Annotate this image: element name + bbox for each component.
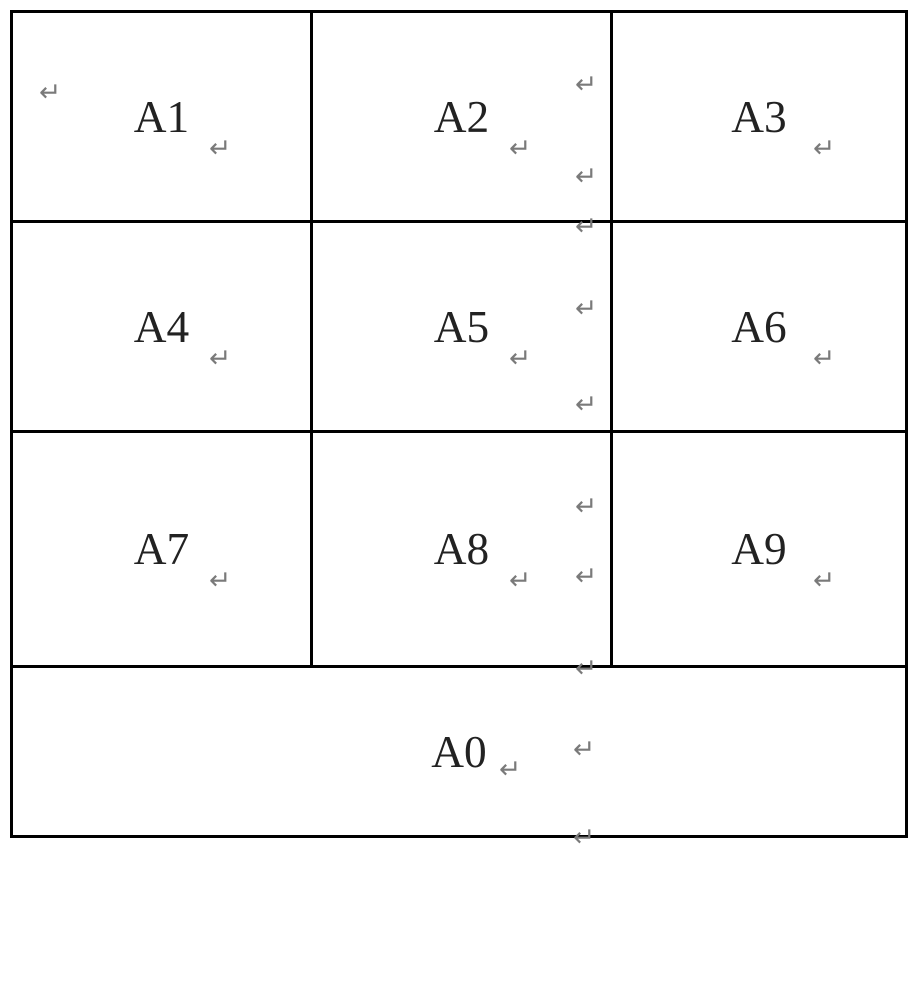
return-mark-icon: ↵ [813,345,835,372]
grid-row: A4 ↵ A5 ↵ ↵ ↵ A6 ↵ [12,222,907,432]
return-mark-icon: ↵ [209,567,231,594]
grid-cell: A9 ↵ [612,432,907,667]
return-mark-icon: ↵ [575,493,597,520]
return-mark-icon: ↵ [509,345,531,372]
grid-cell: A3 ↵ [612,12,907,222]
grid-row: A7↵A8↵↵↵↵A9↵ [12,432,907,667]
grid-row: A0↵↵↵ [12,667,907,837]
return-mark-icon: ↵ [209,345,231,372]
return-mark-icon: ↵ [575,563,597,590]
cell-label: A4 [134,301,189,353]
cell-label: A5 [434,301,489,353]
grid-row: A1↵↵A2↵↵↵↵A3↵ [12,12,907,222]
grid-cell: A2↵↵↵↵ [312,12,612,222]
grid-cell: A0↵↵↵ [12,667,907,837]
cell-label: A1 [134,91,189,143]
grid-cell: A6 ↵ [612,222,907,432]
return-mark-icon: ↵ [573,824,595,851]
return-mark-icon: ↵ [509,135,531,162]
return-mark-icon: ↵ [575,163,597,190]
return-mark-icon: ↵ [813,567,835,594]
return-mark-icon: ↵ [499,756,521,783]
return-mark-icon: ↵ [509,567,531,594]
return-mark-icon: ↵ [575,71,597,98]
grid-diagram: A1↵↵A2↵↵↵↵A3↵A4↵A5↵↵↵A6↵A7↵A8↵↵↵↵A9↵A0↵↵… [10,10,911,838]
cell-label: A2 [434,91,489,143]
return-mark-icon: ↵ [575,295,597,322]
grid-table: A1↵↵A2↵↵↵↵A3↵A4↵A5↵↵↵A6↵A7↵A8↵↵↵↵A9↵A0↵↵… [10,10,908,838]
cell-label: A0 [431,726,486,778]
cell-label: A6 [731,301,786,353]
grid-cell: A5 ↵ ↵ ↵ [312,222,612,432]
cell-label: A8 [434,523,489,575]
grid-cell: A1 ↵ ↵ [12,12,312,222]
return-mark-icon: ↵ [575,391,597,418]
cell-label: A7 [134,523,189,575]
cell-label: A3 [731,91,786,143]
return-mark-icon: ↵ [39,79,61,106]
grid-cell: A7 ↵ [12,432,312,667]
grid-cell: A8↵↵↵↵ [312,432,612,667]
return-mark-icon: ↵ [573,736,595,763]
cell-label: A9 [731,523,786,575]
grid-cell: A4 ↵ [12,222,312,432]
return-mark-icon: ↵ [813,135,835,162]
return-mark-icon: ↵ [209,135,231,162]
